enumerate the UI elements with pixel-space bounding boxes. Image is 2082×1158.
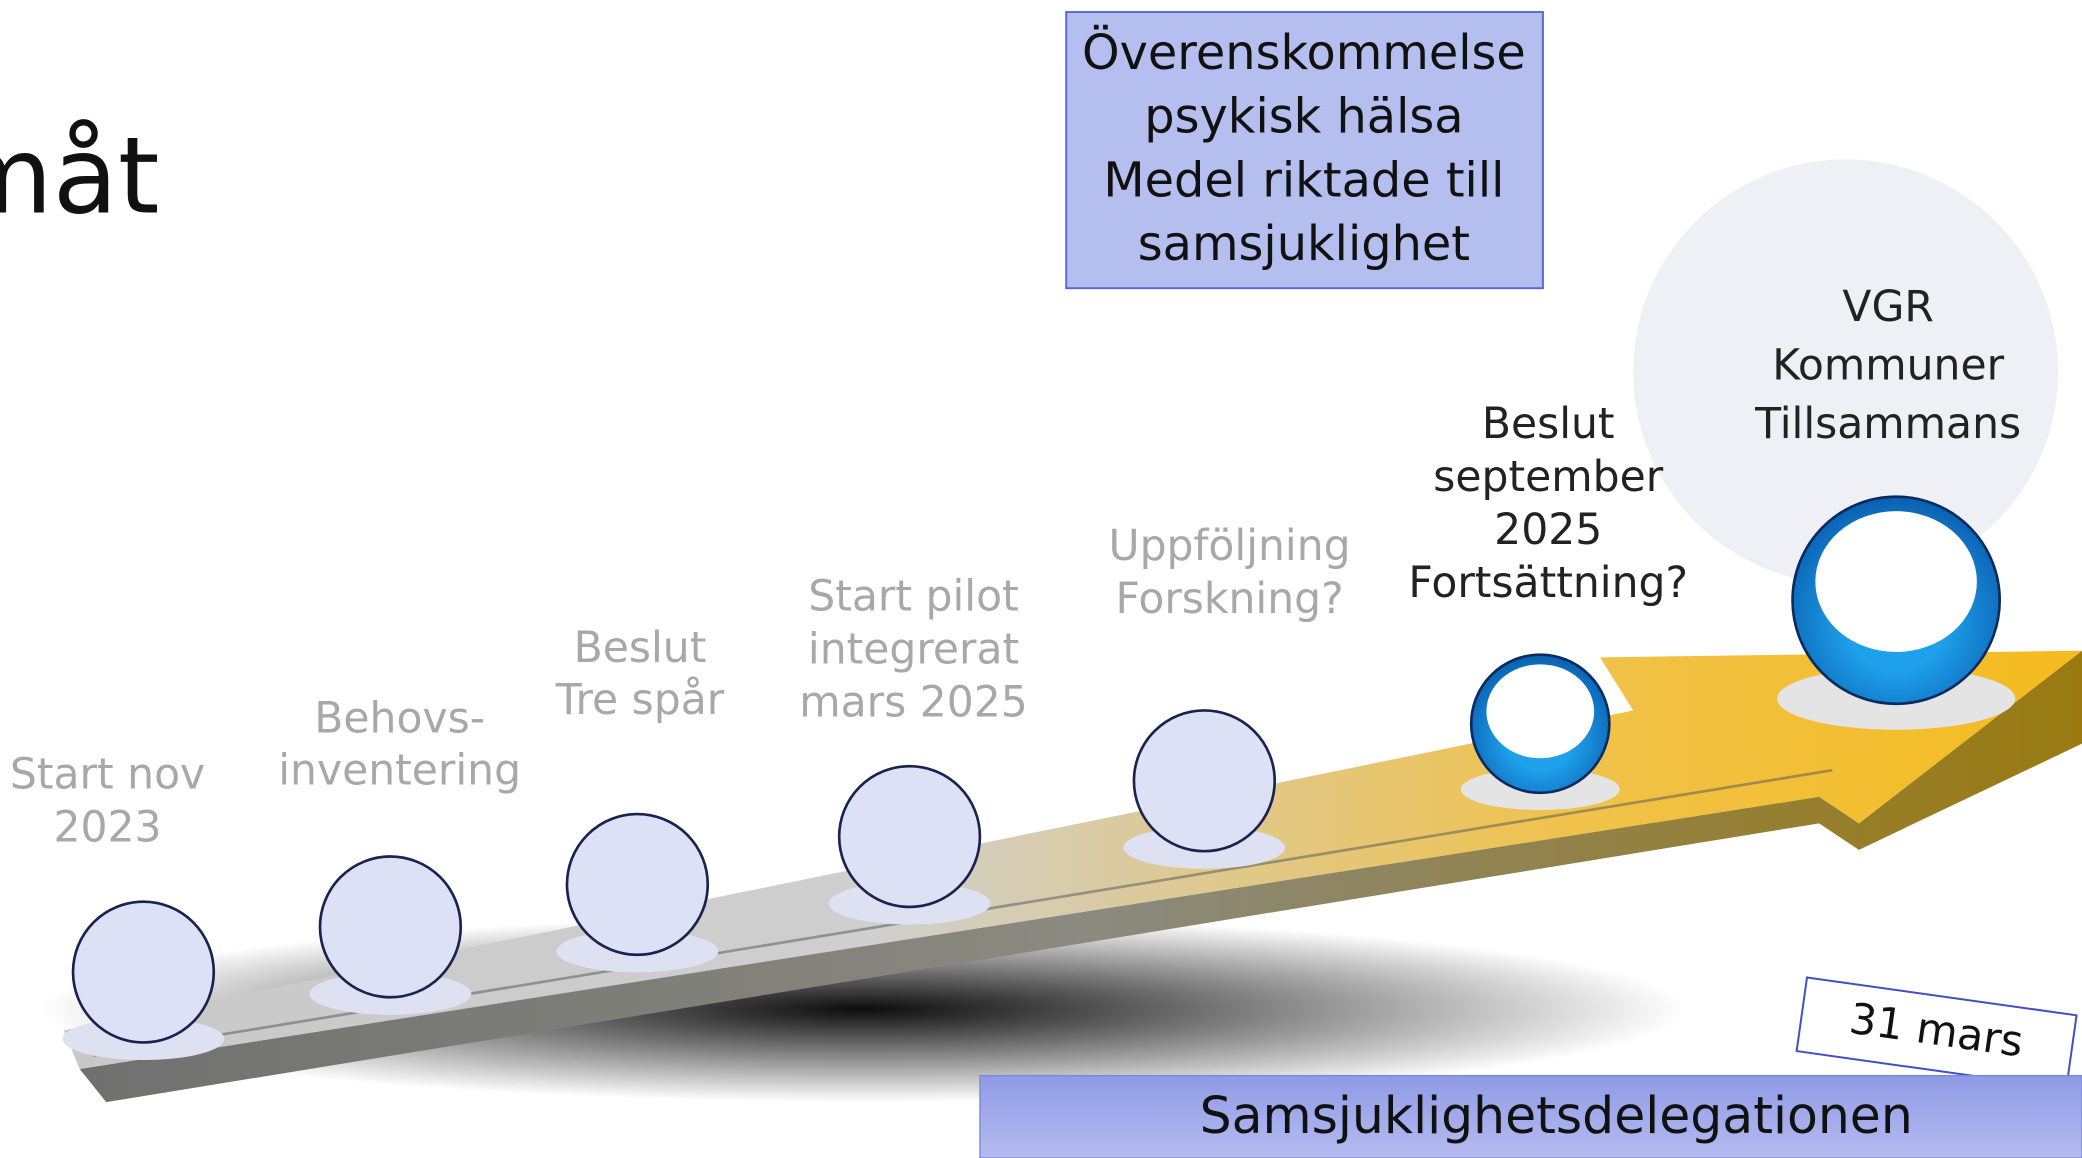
milestone-sphere xyxy=(73,902,214,1043)
milestone-label: integrerat xyxy=(808,626,1019,675)
milestone-label: Uppföljning xyxy=(1108,522,1350,571)
milestone-label: Beslut xyxy=(574,624,707,673)
page: {"title":"ramåt", "info_box":{"lines":["… xyxy=(0,0,2082,1158)
sphere-highlight xyxy=(1486,664,1594,758)
date-tag: 31 mars xyxy=(1797,977,2077,1089)
milestone-label: september xyxy=(1433,453,1663,502)
info-line: Överenskommelse xyxy=(1082,25,1526,81)
milestone-label: Start pilot xyxy=(808,572,1018,621)
milestone-label: mars 2025 xyxy=(799,679,1028,728)
milestone-label: inventering xyxy=(278,746,521,795)
info-line: psykisk hälsa xyxy=(1144,90,1463,145)
milestone-label: VGR xyxy=(1842,283,1933,332)
milestone-label: Tillsammans xyxy=(1754,400,2021,449)
info-line: samsjuklighet xyxy=(1138,217,1470,272)
milestone-label: Behovs- xyxy=(314,695,485,744)
milestone-label: Beslut xyxy=(1482,400,1615,449)
info-line: Medel riktade till xyxy=(1103,153,1504,208)
milestone-sphere xyxy=(567,814,708,955)
footer-label: Samsjuklighetsdelegationen xyxy=(1200,1086,1913,1145)
milestone-label: 2025 xyxy=(1494,506,1602,555)
milestone-label: Fortsättning? xyxy=(1408,559,1688,608)
milestone-sphere xyxy=(320,857,461,998)
title: ramåt xyxy=(0,115,159,239)
milestone-label: Tre spår xyxy=(555,676,725,725)
sphere-highlight xyxy=(1815,511,1977,652)
milestone-label: Kommuner xyxy=(1772,341,2004,390)
milestone-sphere xyxy=(1134,710,1275,851)
slide: 31 mars ramåt Överenskommelse psykisk häls… xyxy=(0,0,2082,1158)
milestone-label: Start nov xyxy=(10,750,205,799)
milestone-label: Forskning? xyxy=(1115,575,1343,624)
milestone-sphere xyxy=(839,766,980,907)
milestone-label: 2023 xyxy=(54,803,162,852)
